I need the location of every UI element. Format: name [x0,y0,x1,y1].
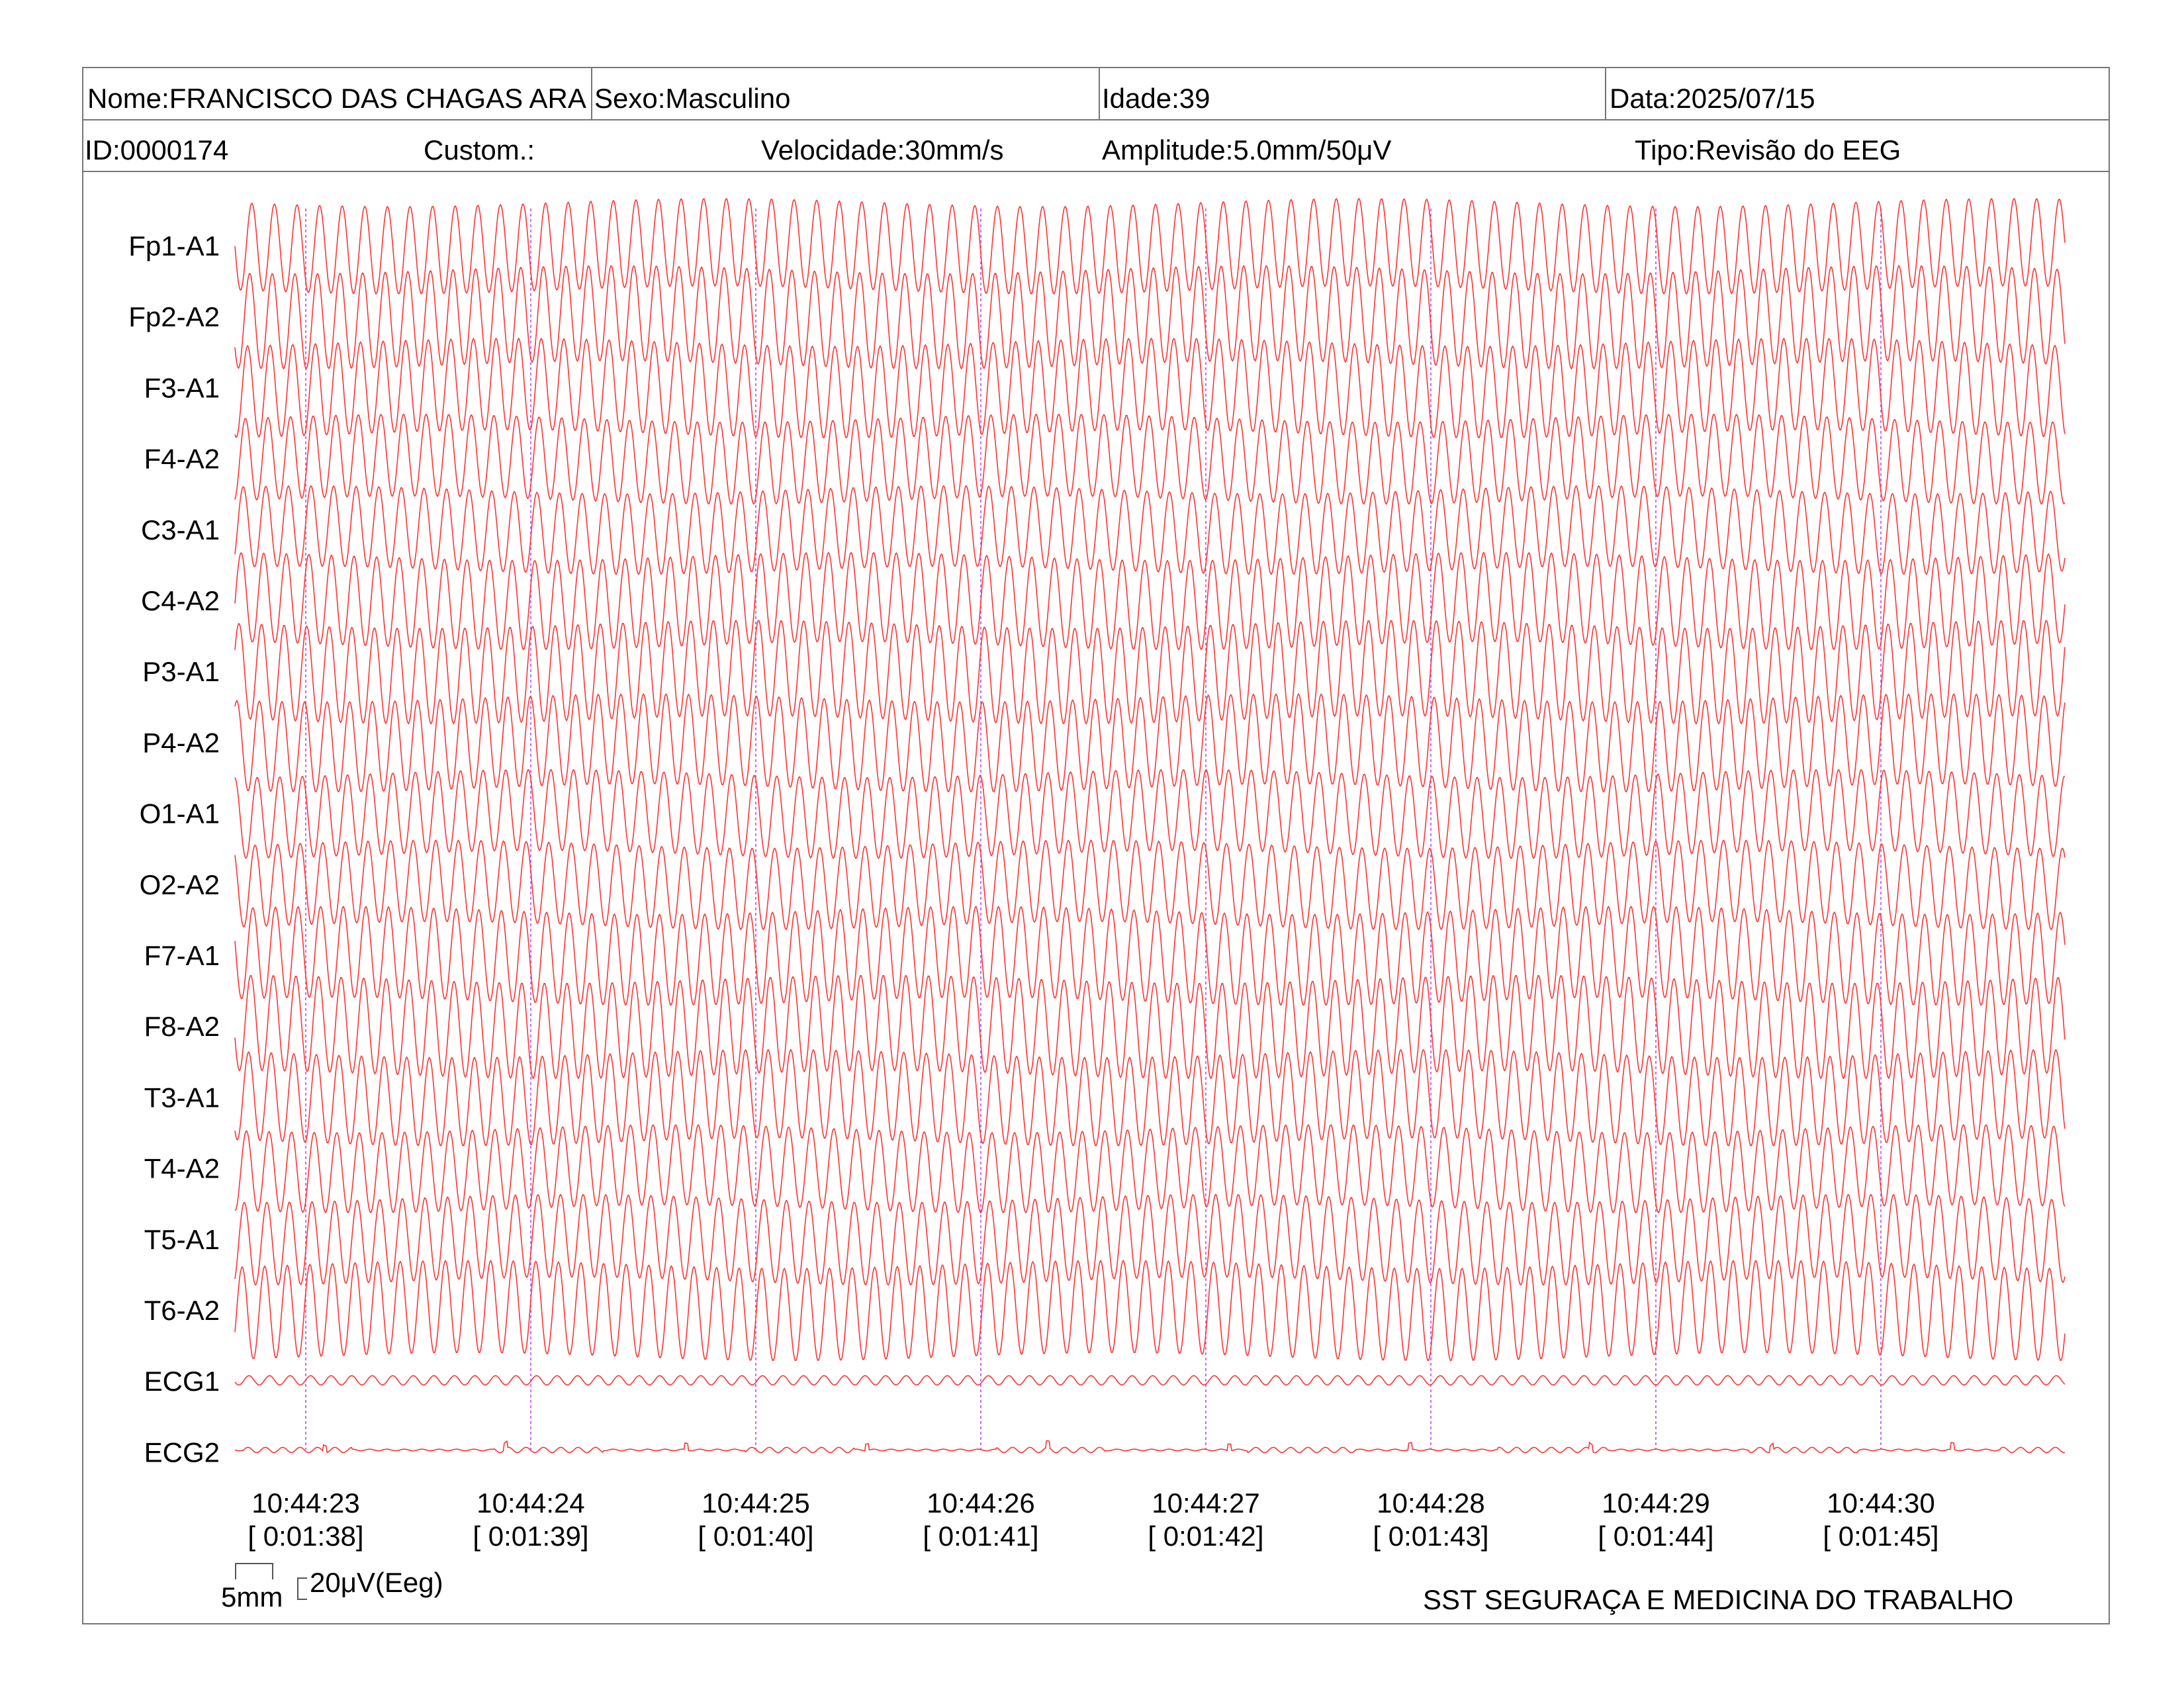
patient-name: Nome:FRANCISCO DAS CHAGAS ARA [87,83,586,114]
time-marker-elapsed: [ 0:01:42] [1148,1521,1263,1552]
time-scale-label: 5mm [221,1581,283,1613]
report-frame [82,67,2110,1624]
time-marker-elapsed: [ 0:01:43] [1373,1521,1488,1552]
channel-label: O2-A2 [140,869,220,900]
time-marker-clock: 10:44:23 [251,1487,360,1519]
channel-label: T6-A2 [144,1295,220,1326]
channel-trace [234,769,2066,859]
header-divider-1 [82,119,2110,120]
patient-id: ID:0000174 [85,134,229,165]
time-marker-elapsed: [ 0:01:45] [1823,1521,1938,1552]
channel-trace [234,265,2066,370]
channel-label: P3-A1 [142,656,220,687]
header-col-divider [1099,67,1100,120]
channel-trace [234,337,2066,438]
channel-label: F8-A2 [144,1011,220,1042]
speed-setting: Velocidade:30mm/s [761,134,1004,165]
time-scale-bar [235,1563,273,1579]
channel-trace [234,414,2066,505]
header-col-divider [591,67,592,120]
time-marker-elapsed: [ 0:01:38] [248,1521,363,1552]
channel-trace [234,1194,2066,1286]
channel-trace [234,906,2066,1006]
channel-label: F4-A2 [144,444,220,475]
channel-trace [234,1259,2066,1362]
channel-label: T4-A2 [144,1153,220,1184]
custom-field: Custom.: [424,134,535,165]
time-marker-clock: 10:44:30 [1827,1487,1935,1519]
channel-label: ECG1 [144,1366,220,1397]
channel-trace [234,692,2066,792]
channel-trace [234,485,2066,575]
time-marker-clock: 10:44:28 [1377,1487,1485,1519]
header-divider-2 [82,171,2110,172]
channel-label: P4-A2 [142,727,220,758]
time-marker-clock: 10:44:26 [927,1487,1035,1519]
channel-trace [234,1124,2066,1214]
channel-label: ECG2 [144,1436,220,1468]
channel-trace [234,974,2066,1080]
channel-label: O1-A1 [140,798,220,829]
amplitude-setting: Amplitude:5.0mm/50μV [1102,134,1392,165]
amplitude-scale-label: 20μV(Eeg) [310,1567,443,1598]
channel-trace [234,551,2066,651]
channel-label: T3-A1 [144,1082,220,1113]
time-marker-elapsed: [ 0:01:44] [1598,1521,1713,1552]
channel-label: Fp1-A1 [128,230,220,261]
time-marker-clock: 10:44:24 [477,1487,585,1519]
time-marker-clock: 10:44:27 [1152,1487,1260,1519]
channel-label: T5-A1 [144,1224,220,1255]
channel-label: F3-A1 [144,372,220,403]
time-marker-elapsed: [ 0:01:41] [923,1521,1038,1552]
channel-label: C4-A2 [141,585,220,616]
channel-trace [234,620,2066,725]
organization-name: SST SEGURAÇA E MEDICINA DO TRABALHO [1423,1584,2014,1615]
channel-label: C3-A1 [141,514,220,545]
header-col-divider [1605,67,1606,120]
review-type: Tipo:Revisão do EEG [1635,134,1901,165]
time-marker-clock: 10:44:25 [702,1487,810,1519]
time-marker-elapsed: [ 0:01:39] [473,1521,588,1552]
patient-sex: Sexo:Masculino [594,83,791,114]
patient-age: Idade:39 [1102,83,1210,114]
amplitude-scale-bar [297,1577,307,1600]
channel-label: Fp2-A2 [128,301,220,332]
time-marker-clock: 10:44:29 [1602,1487,1710,1519]
channel-trace [234,1375,2066,1386]
channel-trace [234,1049,2066,1147]
channel-label: F7-A1 [144,940,220,971]
time-marker-elapsed: [ 0:01:40] [698,1521,813,1552]
channel-trace [234,1440,2066,1454]
channel-trace [234,839,2066,931]
record-date: Data:2025/07/15 [1610,83,1815,114]
channel-trace [234,197,2066,295]
